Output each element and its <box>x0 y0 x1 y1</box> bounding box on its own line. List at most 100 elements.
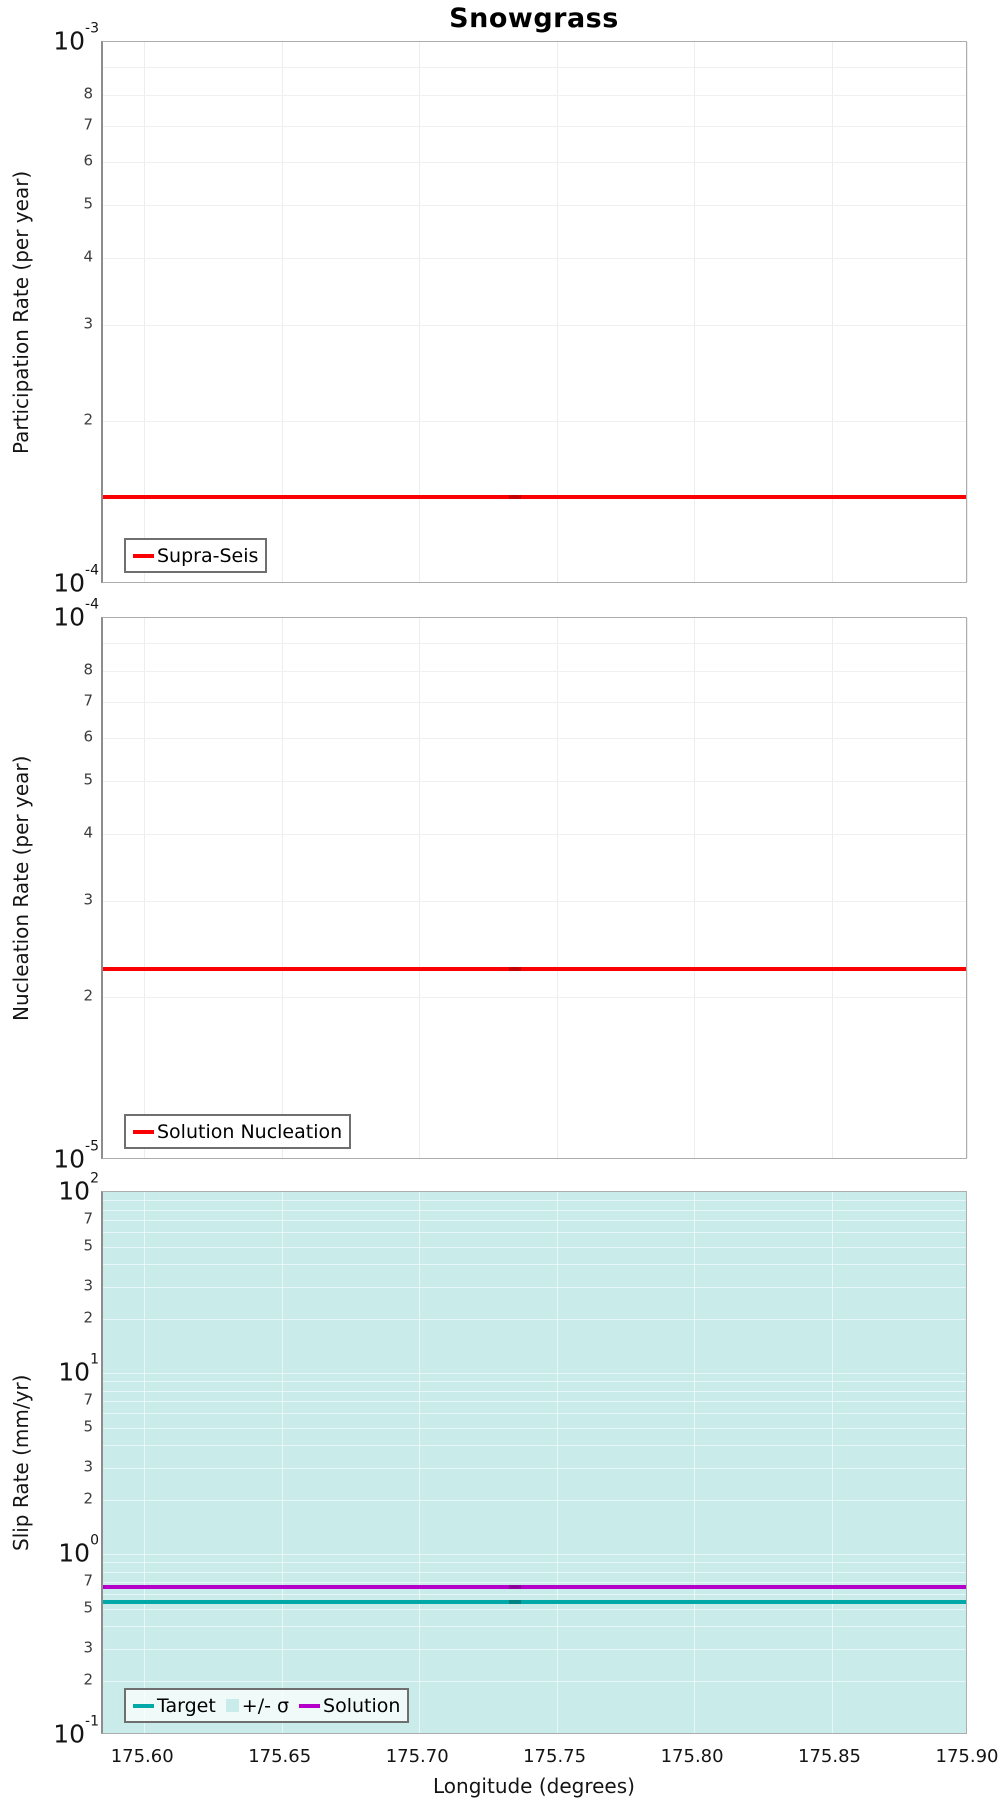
gridline-horizontal <box>103 1427 966 1429</box>
y-tick-label-decade: 100 <box>58 1532 99 1568</box>
gridline-vertical <box>419 618 421 1158</box>
y-tick-label: 5 <box>83 1598 93 1616</box>
x-tick-label: 175.85 <box>798 1746 861 1767</box>
y-tick-exponent: -5 <box>85 1138 99 1155</box>
y-tick-exponent: 2 <box>90 1170 99 1187</box>
y-tick-exponent: 0 <box>90 1532 99 1549</box>
line-vertex-mark <box>509 1584 522 1589</box>
x-tick-label: 175.70 <box>385 1746 449 1767</box>
supra-seis-line-swatch <box>133 553 154 558</box>
gridline-horizontal <box>103 1373 966 1374</box>
legend-item: Target <box>133 1695 216 1717</box>
gridline-vertical <box>694 42 696 582</box>
gridline-horizontal <box>103 420 966 422</box>
gridline-vertical <box>556 618 558 1158</box>
sigma-band-swatch <box>225 1699 239 1712</box>
y-tick-label: 3 <box>83 1457 93 1476</box>
supra-seis-line <box>103 494 966 499</box>
gridline-horizontal <box>103 1390 966 1392</box>
y-axis-label-participation: Participation Rate (per year) <box>9 170 33 454</box>
gridline-vertical <box>281 1192 283 1733</box>
legend-label-solution-nucleation: Solution Nucleation <box>157 1120 343 1143</box>
y-tick-exponent: 1 <box>90 1351 99 1368</box>
solution-nucleation-line <box>103 967 966 972</box>
gridline-vertical <box>281 42 283 582</box>
gridline-horizontal <box>103 1200 966 1202</box>
gridline-horizontal <box>103 738 966 740</box>
y-tick-label: 6 <box>83 727 93 746</box>
gridline-vertical <box>144 618 146 1158</box>
legend-label-sigma: +/- σ <box>241 1694 290 1717</box>
gridline-horizontal <box>103 66 966 68</box>
gridline-vertical <box>144 42 146 582</box>
gridline-vertical <box>556 42 558 582</box>
y-tick-label-decade: 10-5 <box>53 1138 99 1174</box>
gridline-horizontal <box>103 642 966 644</box>
legend-label-solution: Solution <box>323 1694 401 1717</box>
x-tick-label: 175.90 <box>935 1746 999 1767</box>
gridline-vertical <box>831 1192 833 1733</box>
gridline-vertical <box>419 1192 421 1733</box>
gridline-horizontal <box>103 1499 966 1501</box>
gridline-vertical <box>967 618 968 1158</box>
legend-nucleation: Solution Nucleation <box>124 1114 352 1149</box>
gridline-horizontal <box>103 1264 966 1265</box>
gridline-horizontal <box>103 833 966 835</box>
solution-nucleation-line-swatch <box>133 1129 154 1134</box>
x-axis-label: Longitude (degrees) <box>433 1774 635 1798</box>
gridline-horizontal <box>103 1608 966 1610</box>
y-tick-exponent: -1 <box>85 1713 99 1730</box>
y-tick-label: 7 <box>83 1390 93 1409</box>
gridline-horizontal <box>103 1680 966 1682</box>
y-axis-label-nucleation: Nucleation Rate (per year) <box>9 755 33 1021</box>
gridline-horizontal <box>103 1413 966 1415</box>
gridline-horizontal <box>103 94 966 96</box>
gridline-horizontal <box>103 1594 966 1596</box>
y-tick-label-decade: 101 <box>58 1351 99 1387</box>
gridline-horizontal <box>103 996 966 998</box>
legend-item: Solution <box>299 1695 400 1717</box>
y-tick-label: 7 <box>83 115 93 134</box>
gridline-horizontal <box>103 1232 966 1234</box>
y-tick-label: 4 <box>83 823 93 842</box>
x-tick-label: 175.60 <box>110 1746 174 1767</box>
gridline-horizontal <box>103 1286 966 1288</box>
gridline-horizontal <box>103 1246 966 1248</box>
gridline-horizontal <box>103 1381 966 1383</box>
x-tick-label: 175.75 <box>523 1746 587 1767</box>
gridline-horizontal <box>103 1626 966 1627</box>
y-tick-label: 3 <box>83 1638 93 1657</box>
gridline-horizontal <box>103 1582 966 1583</box>
y-tick-label-decade: 10-1 <box>53 1713 99 1749</box>
gridline-vertical <box>281 618 283 1158</box>
nucleation-panel: Solution Nucleation <box>101 617 968 1159</box>
gridline-horizontal <box>103 1554 966 1555</box>
y-tick-label: 8 <box>83 84 93 102</box>
y-axis-label-slip-rate: Slip Rate (mm/yr) <box>9 1374 33 1551</box>
gridline-horizontal <box>103 1220 966 1221</box>
gridline-horizontal <box>103 126 966 127</box>
gridline-vertical <box>694 618 696 1158</box>
chart-title: Snowgrass <box>449 3 619 34</box>
x-tick-label: 175.65 <box>248 1746 312 1767</box>
x-tick-label: 175.80 <box>660 1746 724 1767</box>
y-tick-label: 3 <box>83 314 93 333</box>
participation-panel: Supra-Seis <box>101 41 968 583</box>
gridline-vertical <box>694 1192 696 1733</box>
legend-item: +/- σ <box>225 1694 290 1717</box>
gridline-horizontal <box>103 205 966 207</box>
y-tick-label: 5 <box>83 194 93 213</box>
line-vertex-mark <box>509 1600 522 1605</box>
gridline-vertical <box>967 42 968 582</box>
y-tick-label: 7 <box>83 1209 93 1228</box>
y-tick-label: 2 <box>83 1670 93 1688</box>
y-tick-label-decade: 10-4 <box>53 596 99 632</box>
gridline-vertical <box>831 42 833 582</box>
y-tick-label: 3 <box>83 1276 93 1295</box>
y-tick-label: 5 <box>83 1236 93 1254</box>
y-tick-label: 4 <box>83 247 93 266</box>
gridline-horizontal <box>103 901 966 903</box>
y-tick-label-decade: 102 <box>58 1170 99 1206</box>
gridline-horizontal <box>103 1318 966 1320</box>
